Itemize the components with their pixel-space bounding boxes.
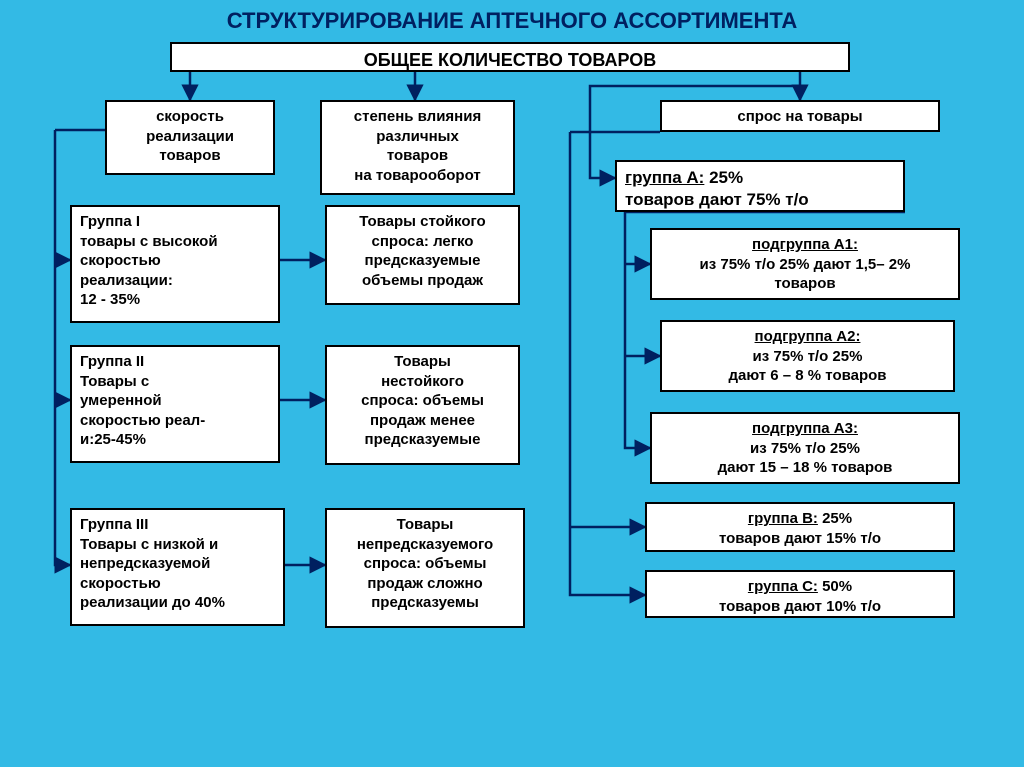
box-m3: Товарынепредсказуемогоспроса: объемыпрод… [325, 508, 525, 628]
box-g1: Группа Iтовары с высокойскоростьюреализа… [70, 205, 280, 323]
box-demand: спрос на товары [660, 100, 940, 132]
box-gC: группа С: 50%товаров дают 10% т/о [645, 570, 955, 618]
box-g2: Группа IIТовары сумереннойскоростью реал… [70, 345, 280, 463]
box-gB: группа В: 25%товаров дают 15% т/о [645, 502, 955, 552]
box-a2: подгруппа А2:из 75% т/о 25%дают 6 – 8 % … [660, 320, 955, 392]
box-speed: скоростьреализациитоваров [105, 100, 275, 175]
page-title: СТРУКТУРИРОВАНИЕ АПТЕЧНОГО АССОРТИМЕНТА [0, 8, 1024, 34]
box-total: ОБЩЕЕ КОЛИЧЕСТВО ТОВАРОВ [170, 42, 850, 72]
box-a3: подгруппа А3:из 75% т/о 25%дают 15 – 18 … [650, 412, 960, 484]
box-m2: Товарынестойкогоспроса: объемыпродаж мен… [325, 345, 520, 465]
box-m1: Товары стойкогоспроса: легкопредсказуемы… [325, 205, 520, 305]
box-gA: группа А: 25%товаров дают 75% т/о [615, 160, 905, 212]
box-a1: подгруппа А1:из 75% т/о 25% дают 1,5– 2%… [650, 228, 960, 300]
box-g3: Группа IIIТовары с низкой инепредсказуем… [70, 508, 285, 626]
box-influence: степень влиянияразличныхтоваровна товаро… [320, 100, 515, 195]
